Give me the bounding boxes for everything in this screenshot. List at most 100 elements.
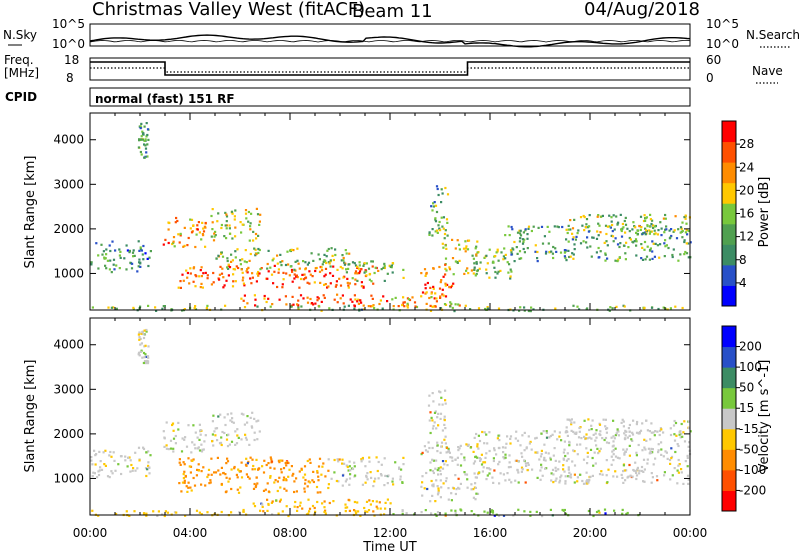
heatmap-cell (429, 431, 432, 435)
heatmap-cell (643, 468, 646, 471)
heatmap-cell (431, 305, 434, 308)
heatmap-cell (269, 266, 272, 269)
heatmap-cell (544, 252, 548, 255)
heatmap-cell (192, 280, 195, 283)
heatmap-cell (509, 465, 512, 469)
heatmap-cell (139, 150, 142, 154)
heatmap-cell (496, 437, 499, 440)
heatmap-cell (644, 219, 647, 222)
heatmap-cell (492, 481, 495, 484)
heatmap-cell (426, 281, 429, 285)
heatmap-cell (628, 454, 631, 457)
heatmap-cell (112, 263, 115, 266)
heatmap-cell (182, 279, 185, 282)
heatmap-cell (444, 442, 447, 445)
heatmap-cell (508, 461, 511, 464)
heatmap-cell (213, 430, 216, 433)
heatmap-cell (675, 434, 678, 437)
heatmap-cell (302, 278, 305, 281)
heatmap-cell (147, 345, 150, 348)
heatmap-cell (470, 510, 473, 513)
heatmap-cell (206, 475, 209, 479)
heatmap-cell (406, 304, 409, 307)
heatmap-cell (95, 242, 98, 245)
heatmap-cell (565, 228, 568, 231)
heatmap-cell (213, 471, 216, 474)
heatmap-cell (529, 440, 532, 443)
heatmap-cell (305, 513, 309, 516)
heatmap-cell (431, 392, 434, 395)
heatmap-cell (579, 473, 582, 476)
heatmap-cell (353, 305, 356, 308)
heatmap-cell (664, 245, 667, 248)
heatmap-cell (267, 490, 270, 493)
heatmap-cell (323, 510, 326, 513)
heatmap-cell (650, 230, 653, 233)
heatmap-cell (347, 304, 350, 307)
heatmap-cell (147, 304, 150, 307)
heatmap-cell (249, 252, 252, 256)
heatmap-cell (185, 485, 188, 488)
heatmap-cell (439, 281, 442, 284)
heatmap-cell (659, 243, 662, 246)
heatmap-cell (449, 286, 453, 289)
colorbar-segment (722, 141, 736, 163)
heatmap-cell (140, 153, 143, 156)
heatmap-cell (344, 503, 347, 506)
heatmap-cell (281, 283, 284, 286)
heatmap-cell (473, 268, 476, 271)
heatmap-cell (451, 306, 454, 310)
heatmap-cell (226, 457, 229, 460)
heatmap-cell (612, 240, 615, 243)
heatmap-cell (155, 309, 158, 312)
heatmap-cell (495, 251, 498, 254)
heatmap-cell (519, 444, 522, 447)
heatmap-cell (587, 418, 590, 421)
heatmap-cell (621, 222, 624, 226)
heatmap-cell (434, 220, 438, 223)
heatmap-cell (173, 511, 177, 514)
heatmap-cell (534, 451, 537, 454)
heatmap-cell (469, 308, 472, 311)
heatmap-cell (225, 438, 229, 441)
heatmap-cell (587, 481, 590, 484)
heatmap-cell (677, 444, 680, 448)
heatmap-cell (637, 443, 640, 447)
heatmap-cell (269, 305, 272, 308)
heatmap-cell (657, 449, 660, 452)
heatmap-cell (502, 456, 505, 459)
heatmap-cell (667, 246, 670, 250)
heatmap-cell (509, 437, 512, 440)
heatmap-cell (554, 466, 557, 469)
heatmap-cell (351, 261, 355, 264)
heatmap-cell (198, 231, 201, 234)
heatmap-cell (524, 481, 527, 484)
heatmap-cell (681, 435, 684, 438)
heatmap-cell (534, 437, 537, 440)
heatmap-cell (139, 262, 142, 265)
heatmap-cell (314, 269, 317, 273)
heatmap-cell (474, 247, 477, 250)
heatmap-cell (378, 302, 381, 306)
heatmap-cell (199, 429, 202, 432)
heatmap-cell (251, 272, 254, 275)
heatmap-cell (303, 273, 306, 276)
heatmap-cell (348, 477, 352, 480)
heatmap-cell (575, 235, 578, 238)
heatmap-cell (303, 487, 306, 490)
heatmap-cell (106, 259, 109, 262)
heatmap-cell (622, 425, 625, 428)
heatmap-cell (623, 432, 626, 435)
heatmap-cell (189, 267, 192, 270)
heatmap-cell (364, 270, 368, 273)
heatmap-cell (144, 139, 147, 142)
heatmap-cell (301, 507, 304, 510)
heatmap-cell (660, 234, 663, 237)
heatmap-cell (504, 257, 507, 260)
heatmap-cell (192, 476, 195, 480)
heatmap-cell (143, 329, 146, 332)
heatmap-cell (298, 504, 302, 507)
heatmap-cell (124, 459, 127, 462)
heatmap-cell (521, 434, 524, 437)
heatmap-cell (660, 453, 663, 456)
